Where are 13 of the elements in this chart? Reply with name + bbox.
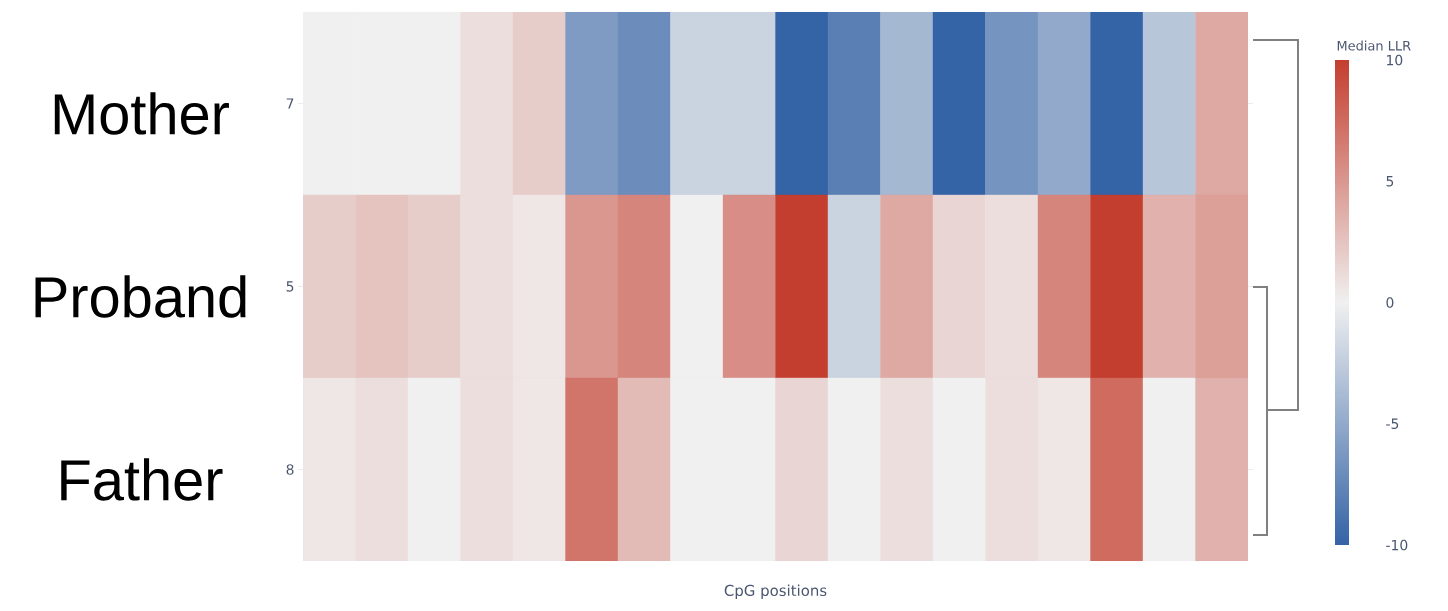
y-tick-label: 5 (286, 281, 294, 292)
text: Proband (35, 275, 246, 318)
y-tick-label: 8 (286, 464, 294, 475)
y-tick-label: 7 (286, 98, 294, 109)
color-bar-label: 10 (1387, 54, 1403, 66)
color-bar-label: -10 (1386, 539, 1408, 551)
text: Father (61, 458, 223, 501)
color-bar-label: 5 (1386, 176, 1394, 187)
text: Mother (54, 92, 229, 135)
color-bar-label: 0 (1386, 297, 1394, 308)
x-axis-title: CpG positions (724, 584, 827, 599)
color-bar-title: Median LLR (1337, 40, 1411, 51)
color-bar-label: -5 (1386, 418, 1399, 429)
